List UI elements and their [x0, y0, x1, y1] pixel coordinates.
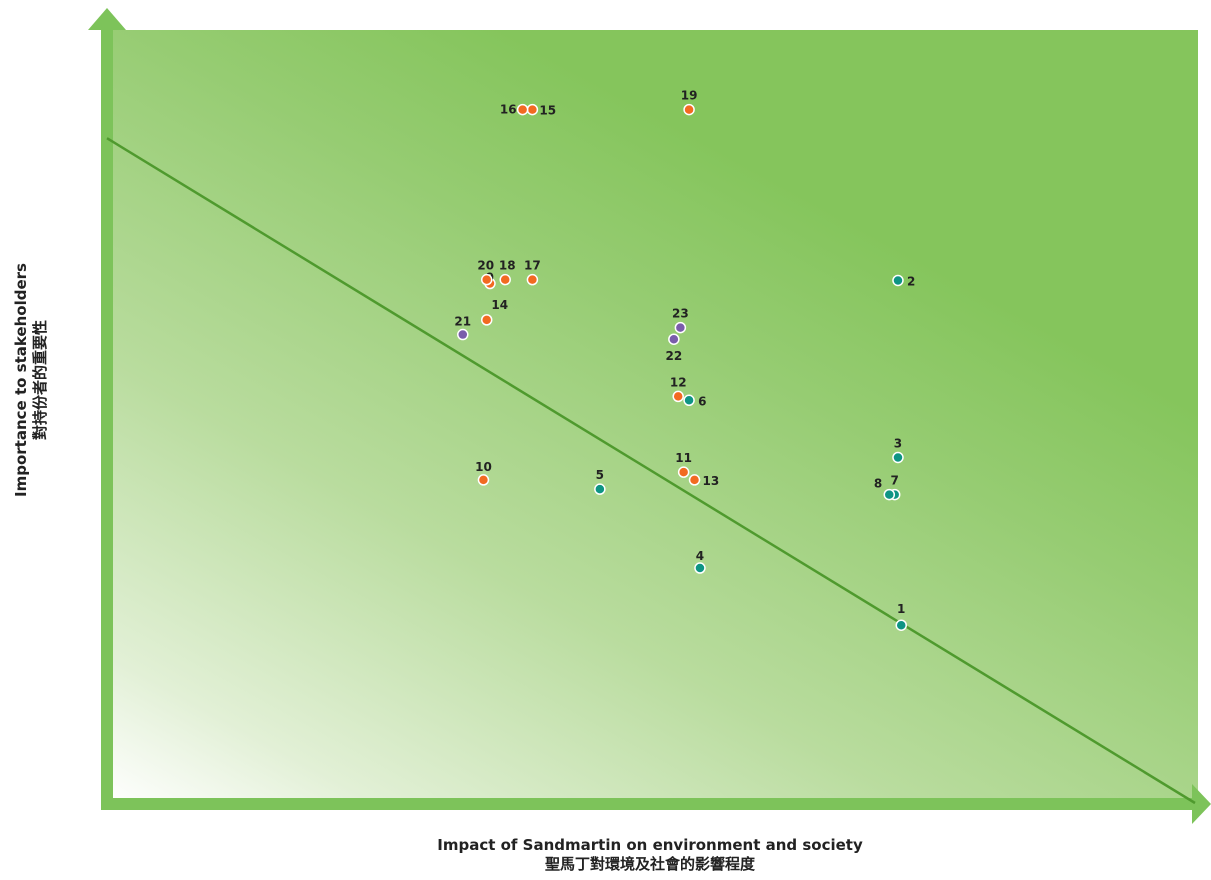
- data-label-7: 7: [891, 474, 899, 488]
- data-point-3: [892, 451, 904, 464]
- data-label-11: 11: [675, 451, 692, 465]
- x-axis-label-zh: 聖馬丁對環境及社會的影響程度: [544, 855, 755, 873]
- data-point-10: [477, 474, 490, 486]
- data-point-5: [594, 483, 606, 495]
- data-label-20: 20: [477, 259, 494, 273]
- data-point-16: [516, 103, 529, 116]
- x-axis-bar: [101, 798, 1195, 810]
- data-point-8: [883, 488, 896, 501]
- data-label-8: 8: [874, 477, 882, 491]
- y-axis-label-en: Importance to stakeholders: [12, 263, 30, 497]
- data-point-13: [688, 474, 701, 486]
- data-label-4: 4: [696, 549, 704, 563]
- data-label-18: 18: [499, 259, 516, 273]
- data-label-14: 14: [491, 298, 508, 312]
- data-point-18: [499, 273, 511, 286]
- data-label-16: 16: [500, 103, 517, 117]
- data-point-15: [526, 103, 539, 116]
- data-label-12: 12: [670, 375, 687, 389]
- data-point-11: [677, 466, 690, 478]
- plot-area: [107, 30, 1198, 803]
- data-label-1: 1: [897, 602, 905, 616]
- data-label-2: 2: [907, 274, 915, 288]
- data-point-17: [526, 273, 539, 286]
- data-label-3: 3: [894, 436, 902, 450]
- data-label-23: 23: [672, 307, 689, 321]
- data-point-4: [694, 562, 706, 574]
- data-label-17: 17: [524, 259, 541, 273]
- data-point-14: [480, 314, 493, 326]
- x-axis-title: Impact of Sandmartin on environment and …: [330, 836, 970, 874]
- data-label-5: 5: [596, 468, 604, 482]
- data-label-15: 15: [539, 104, 556, 118]
- y-axis-label-zh: 對持份者的重要性: [31, 320, 49, 441]
- data-point-2: [892, 274, 904, 287]
- data-label-10: 10: [475, 460, 492, 474]
- data-label-21: 21: [454, 315, 471, 329]
- data-label-13: 13: [703, 474, 720, 488]
- data-point-19: [683, 103, 695, 116]
- data-point-21: [457, 328, 469, 341]
- data-label-22: 22: [665, 349, 682, 363]
- data-point-12: [672, 390, 684, 403]
- y-axis-bar: [101, 28, 113, 808]
- data-point-22: [668, 333, 680, 345]
- y-axis-arrow: [88, 8, 126, 30]
- data-label-6: 6: [698, 394, 706, 408]
- x-axis-label-en: Impact of Sandmartin on environment and …: [437, 836, 863, 854]
- y-axis-title: Importance to stakeholders 對持份者的重要性: [12, 170, 50, 590]
- data-label-19: 19: [681, 89, 698, 103]
- data-point-6: [683, 394, 695, 407]
- materiality-divider-line: [106, 137, 1196, 805]
- data-point-20: [480, 273, 493, 286]
- data-point-1: [895, 619, 907, 631]
- x-axis-arrow: [1192, 784, 1211, 824]
- data-point-23: [674, 321, 687, 334]
- data-points: 1234567891011121314151617181920212223: [454, 89, 915, 631]
